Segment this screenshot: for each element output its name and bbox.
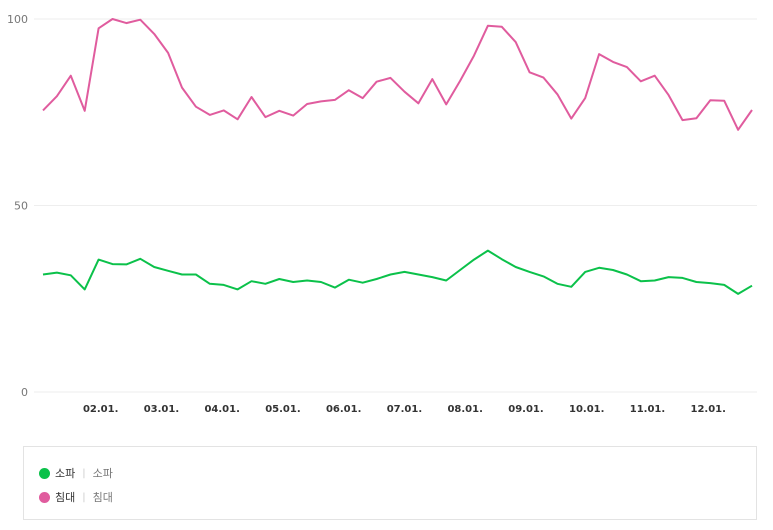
legend-alias: 침대 bbox=[92, 491, 113, 504]
legend-alias: 소파 bbox=[92, 467, 113, 480]
x-axis: 02.01. 03.01. 04.01. 05.01. 06.01. 07.01… bbox=[83, 404, 726, 415]
legend-label: 침대 bbox=[55, 491, 76, 504]
x-tick-label: 06.01. bbox=[326, 404, 361, 415]
y-tick-label: 0 bbox=[21, 386, 28, 399]
gridlines bbox=[34, 18, 757, 393]
legend-item-bed[interactable]: 침대 | 침대 bbox=[39, 488, 113, 506]
series-lines bbox=[42, 18, 753, 295]
x-tick-label: 07.01. bbox=[387, 404, 422, 415]
legend-dot-icon bbox=[39, 467, 50, 479]
x-tick-label: 05.01. bbox=[265, 404, 300, 415]
legend-separator: | bbox=[82, 491, 86, 503]
y-axis: 0 50 100 bbox=[7, 13, 28, 399]
series-line-sofa[interactable] bbox=[42, 249, 753, 295]
y-tick-label: 50 bbox=[14, 200, 28, 213]
legend-dot-icon bbox=[39, 491, 50, 503]
legend-item-sofa[interactable]: 소파 | 소파 bbox=[39, 464, 113, 482]
x-tick-label: 08.01. bbox=[447, 404, 482, 415]
series-line-bed[interactable] bbox=[42, 18, 753, 131]
x-tick-label: 02.01. bbox=[83, 404, 118, 415]
x-tick-label: 10.01. bbox=[569, 404, 604, 415]
x-tick-label: 11.01. bbox=[630, 404, 665, 415]
x-tick-label: 09.01. bbox=[508, 404, 543, 415]
y-tick-label: 100 bbox=[7, 13, 28, 26]
x-tick-label: 03.01. bbox=[144, 404, 179, 415]
legend-label: 소파 bbox=[55, 467, 76, 480]
x-tick-label: 12.01. bbox=[690, 404, 725, 415]
legend-separator: | bbox=[82, 467, 86, 479]
x-tick-label: 04.01. bbox=[204, 404, 239, 415]
legend: 소파 | 소파 침대 | 침대 bbox=[23, 446, 757, 520]
line-chart: 0 50 100 02.01. 03.01. 04.01. 05.01. 06.… bbox=[7, 13, 757, 415]
